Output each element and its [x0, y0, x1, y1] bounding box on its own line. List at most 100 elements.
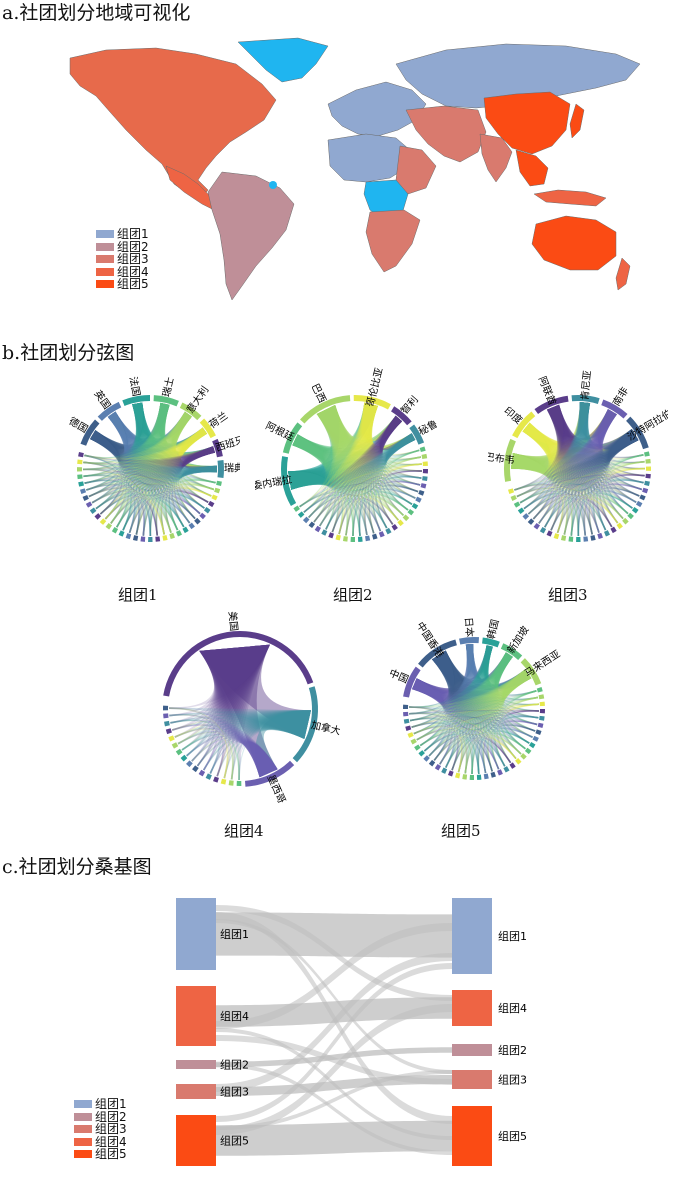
chord-ribbon	[598, 409, 645, 470]
chord-minor-arc	[616, 522, 623, 530]
chord-ribbon	[409, 715, 443, 728]
chord-ribbon	[116, 493, 201, 528]
chord-ribbon	[379, 415, 419, 493]
chord-ribbon	[157, 402, 179, 531]
chord-ribbon	[158, 402, 209, 503]
sankey-flow	[216, 1070, 452, 1130]
chord-ribbon	[107, 411, 166, 535]
chord-ribbon	[546, 404, 580, 536]
chord-ribbon	[432, 650, 458, 761]
chord-ribbon	[202, 710, 311, 771]
chord-ribbon	[170, 427, 207, 528]
chord-ribbon	[388, 456, 422, 466]
chord-ribbon	[116, 411, 192, 528]
chord-ribbon	[522, 422, 594, 535]
chord-arc	[534, 395, 569, 414]
legend-swatch	[96, 280, 114, 289]
chord-minor-arc	[77, 467, 83, 472]
chord-ribbon	[90, 430, 128, 524]
chord-ribbon	[432, 650, 538, 726]
chord-ribbon	[255, 710, 311, 778]
chord-ribbon	[511, 453, 644, 469]
chord-ribbon	[464, 644, 474, 774]
chord-ribbon	[86, 446, 215, 491]
chord-ribbon	[86, 411, 192, 491]
legend-row-2: 组团2	[74, 1111, 127, 1124]
chord-ribbon	[107, 411, 192, 443]
chord-minor-arc	[428, 759, 436, 767]
chord-ribbon	[88, 402, 170, 498]
chord-ribbon	[107, 402, 144, 440]
chord-ribbon	[433, 644, 474, 761]
sankey-right-label: 组团3	[498, 1073, 527, 1087]
chord-arc	[153, 395, 179, 407]
chord-ribbon	[445, 645, 493, 768]
chord-ribbon	[116, 465, 217, 528]
chord-ribbon	[432, 650, 537, 697]
chord-ribbon	[199, 644, 271, 774]
chord-ribbon	[99, 411, 192, 515]
chord-minor-arc	[513, 501, 521, 508]
chord-ribbon	[380, 433, 416, 516]
chord-ribbon	[538, 409, 617, 524]
chord-ribbon	[132, 402, 205, 509]
chord-ribbon	[412, 678, 459, 771]
chord-ribbon	[303, 480, 421, 513]
sankey-right-node	[452, 990, 492, 1026]
chord-ribbon	[579, 402, 645, 477]
chord-ribbon	[83, 402, 170, 464]
legend-swatch	[74, 1150, 92, 1159]
chord-ribbon	[84, 411, 192, 459]
chord-minor-arc	[365, 535, 371, 542]
chord-minor-arc	[510, 495, 517, 502]
chord-ribbon	[84, 479, 122, 515]
chord-ribbon	[514, 402, 591, 491]
chord-ribbon	[319, 494, 404, 527]
chord-minor-arc	[529, 742, 536, 749]
chord-ribbon	[362, 402, 404, 516]
chord-ribbon	[511, 453, 637, 503]
chord-ribbon	[451, 652, 513, 771]
chord-ribbon	[372, 433, 416, 532]
chord-ribbon	[99, 478, 216, 515]
chord-ribbon	[292, 434, 375, 534]
chord-ribbon	[511, 453, 554, 524]
chord-ribbon	[159, 411, 192, 535]
chord-ribbon	[484, 645, 536, 732]
chord-minor-arc	[627, 512, 634, 520]
chord-ribbon	[522, 422, 565, 534]
chord-ribbon	[292, 434, 332, 523]
chord-ribbon	[331, 402, 378, 533]
chord-ribbon	[338, 415, 403, 535]
chord-ribbon	[122, 500, 159, 536]
chord-ribbon	[484, 645, 539, 706]
chord-ribbon	[419, 644, 474, 747]
chord-minor-arc	[199, 512, 206, 520]
chord-ribbon	[433, 669, 532, 761]
chord-ribbon	[292, 434, 354, 536]
chord-ribbon	[502, 669, 538, 726]
chord-ribbon	[577, 409, 617, 536]
chord-minor-arc	[517, 507, 525, 514]
chord-ribbon	[313, 415, 403, 523]
chord-minor-arc	[419, 446, 426, 452]
chord-ribbon	[292, 404, 340, 452]
chord-ribbon	[423, 652, 513, 752]
chord-ribbon	[588, 429, 639, 535]
chord-ribbon	[546, 404, 613, 528]
chord-ribbon	[319, 433, 416, 527]
chord-ribbon	[158, 402, 212, 497]
chord-ribbon	[90, 430, 212, 497]
chord-arc	[403, 666, 421, 698]
chord-minor-arc	[165, 728, 172, 735]
chord-ribbon	[170, 411, 201, 515]
chord-minor-arc	[520, 753, 527, 760]
chord-ribbon	[465, 644, 533, 738]
chord-ribbon	[419, 731, 456, 768]
chord-ribbon	[439, 733, 522, 765]
chord-ribbon	[331, 415, 403, 533]
chord-minor-arc	[335, 534, 341, 541]
chord-ribbon	[107, 411, 172, 533]
chord-ribbon	[583, 409, 617, 536]
chord-ribbon	[465, 644, 539, 712]
